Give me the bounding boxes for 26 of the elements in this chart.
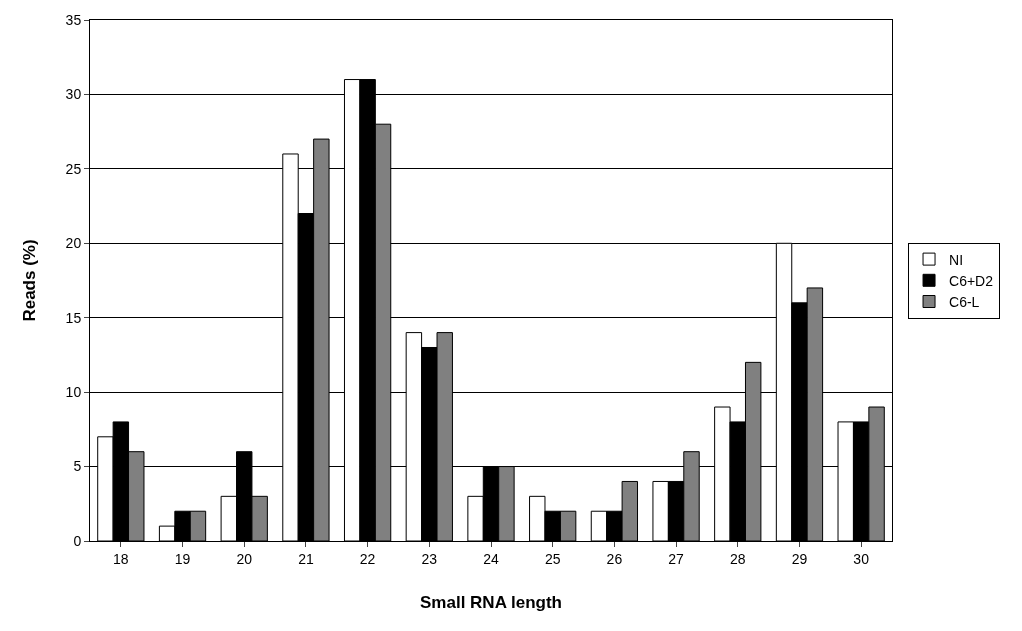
x-tick-label: 26 [606, 550, 623, 567]
x-tick-label: 19 [174, 550, 191, 567]
y-tick-label: 30 [65, 86, 82, 103]
y-tick-label: 25 [65, 160, 82, 177]
x-tick-label: 23 [421, 550, 438, 567]
x-tick-label: 22 [359, 550, 376, 567]
x-tick-label: 24 [483, 550, 499, 567]
x-axis-title: Small RNA length [420, 593, 562, 613]
y-tick-label: 5 [73, 458, 82, 475]
x-tick-label: 27 [668, 550, 685, 567]
x-tick-label: 21 [298, 550, 314, 567]
y-tick-label: 20 [65, 235, 82, 252]
legend-label: NI [949, 251, 964, 268]
x-tick-label: 18 [113, 550, 129, 567]
x-tick-label: 28 [729, 550, 746, 567]
legend-label: C6+D2 [949, 272, 994, 289]
legend-label: C6-L [949, 293, 980, 310]
y-axis-title: Reads (%) [20, 239, 40, 322]
x-tick-label: 30 [853, 550, 870, 567]
y-tick-label: 15 [65, 309, 82, 326]
x-tick-label: 29 [791, 550, 808, 567]
x-tick-label: 25 [544, 550, 561, 567]
y-tick-label: 10 [65, 384, 82, 401]
x-tick-label: 20 [236, 550, 253, 567]
y-tick-label: 35 [65, 11, 82, 28]
y-tick-label: 0 [73, 532, 82, 549]
